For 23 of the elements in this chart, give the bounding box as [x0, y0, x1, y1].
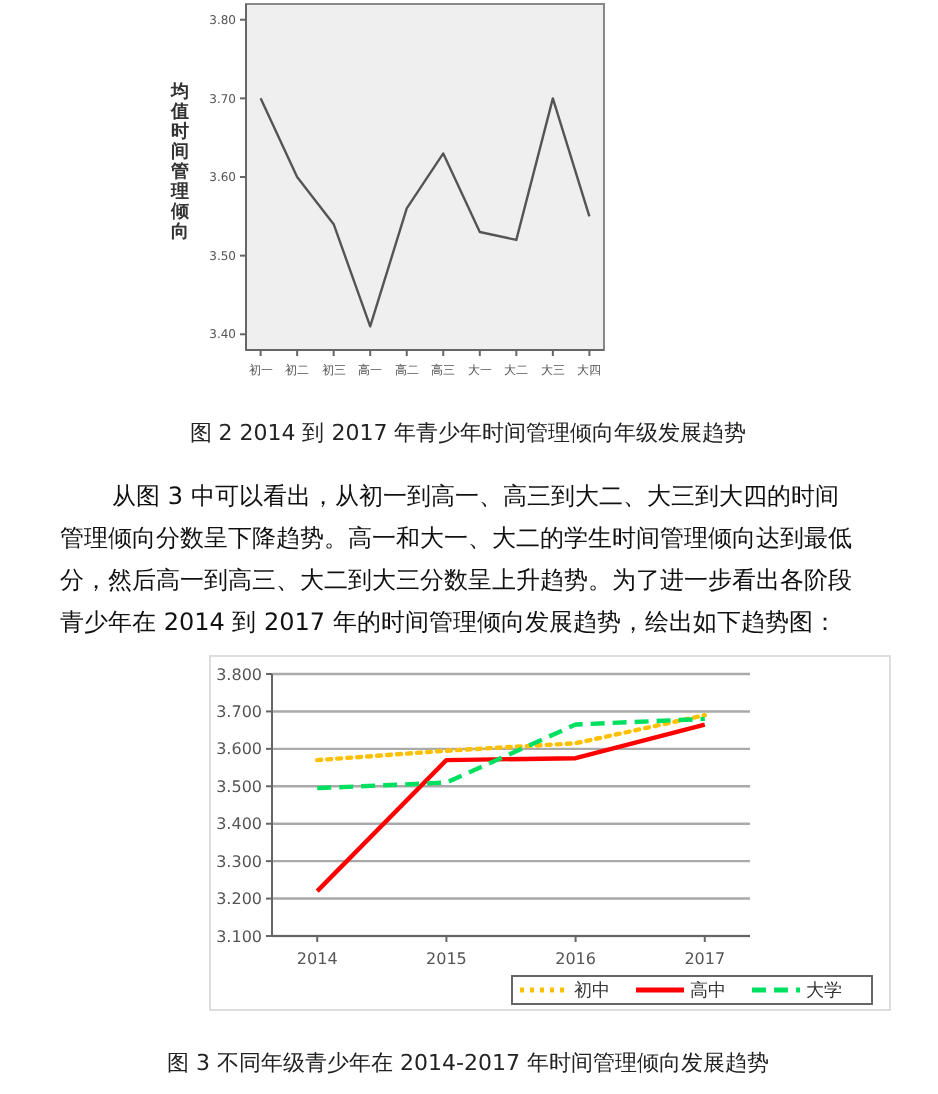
y-tick-label: 3.400: [216, 815, 262, 834]
y-tick-label: 3.500: [216, 777, 262, 796]
legend-label: 初中: [574, 980, 610, 1003]
line-series: [315, 712, 707, 763]
y-tick-label: 3.100: [216, 927, 262, 946]
y-tick-label: 3.200: [216, 890, 262, 909]
caption: 图 3 不同年级青少年在 2014-2017 年时间管理倾向发展趋势: [167, 1050, 769, 1076]
y-tick-label: 3.700: [216, 703, 262, 722]
y-tick-label: 3.600: [216, 740, 262, 759]
line-series: [315, 716, 707, 791]
line-series: [259, 97, 591, 328]
y-tick-label: 3.300: [216, 852, 262, 871]
line-series: [315, 722, 707, 894]
y-tick-label: 3.800: [216, 665, 262, 684]
x-tick-label: 2014: [296, 950, 338, 968]
x-tick-label: 2015: [426, 950, 467, 968]
caption: 图 2 2014 到 2017 年青少年时间管理倾向年级发展趋势: [189, 420, 747, 446]
x-tick-label: 2016: [555, 950, 596, 968]
legend-label: 高中: [690, 980, 726, 1003]
y-axis-title: 均值时间管理倾向: [169, 81, 189, 243]
legend-label: 大学: [806, 980, 842, 1003]
x-tick-label: 2017: [684, 950, 726, 968]
text: 从图 3 中可以看出，从初一到高一、高三到大二、大三到大四的时间管理倾向分数呈下降趋势。高一和大一、大二的学生时间管理倾向达到最低分，然后高一到高三、大二到大三分数呈上升趋势。为了进一步看出各阶段青少年在 2014 到 2017 年的时间管理倾向发展趋势，绘出如下趋势图：: [60, 482, 852, 636]
